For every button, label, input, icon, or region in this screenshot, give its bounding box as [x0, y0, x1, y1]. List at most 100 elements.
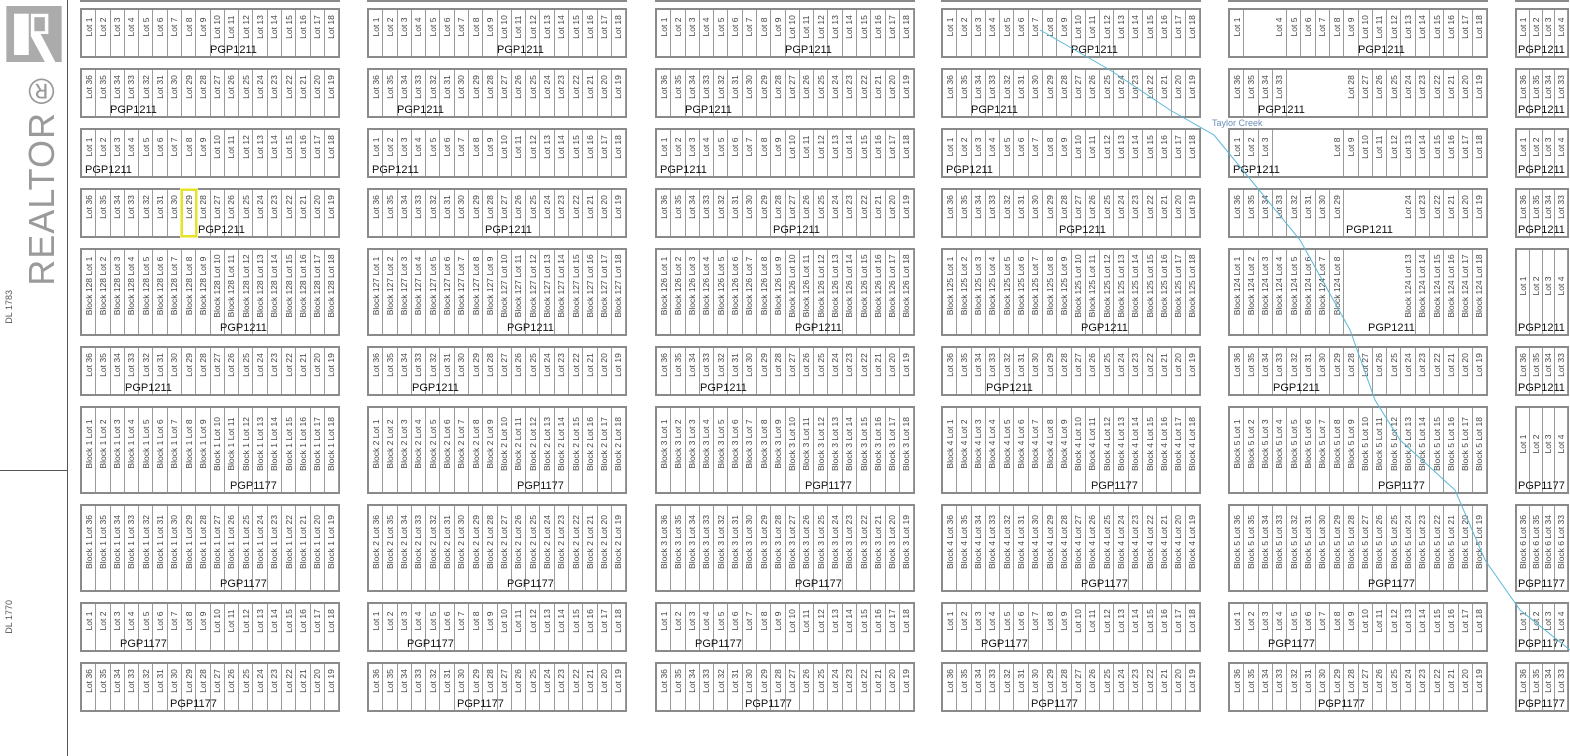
lot-parcel[interactable]: Lot 8: [1043, 604, 1058, 650]
lot-parcel[interactable]: Lot 33: [412, 664, 427, 710]
lot-parcel[interactable]: Lot 1: [657, 604, 672, 650]
lot-parcel[interactable]: Lot 4: [412, 130, 427, 176]
lot-parcel[interactable]: Lot 22: [1430, 348, 1445, 394]
lot-parcel[interactable]: Lot 20: [598, 70, 612, 116]
lot-parcel[interactable]: Lot 36: [657, 70, 672, 116]
lot-parcel[interactable]: Lot 34: [1259, 348, 1273, 394]
lot-parcel[interactable]: Lot 32: [1000, 70, 1015, 116]
lot-parcel[interactable]: Lot 15: [569, 604, 584, 650]
lot-parcel[interactable]: Block 5 Lot 29: [1330, 506, 1345, 590]
lot-parcel[interactable]: Block 124 Lot 16: [1444, 250, 1459, 334]
lot-parcel[interactable]: Lot 26: [225, 664, 240, 710]
lot-parcel[interactable]: Lot 10: [498, 130, 512, 176]
lot-parcel[interactable]: Lot 19: [900, 348, 915, 394]
lot-parcel[interactable]: Lot 13: [253, 604, 268, 650]
lot-parcel[interactable]: Lot 6: [440, 604, 455, 650]
lot-parcel[interactable]: Block 2 Lot 26: [512, 506, 527, 590]
lot-parcel[interactable]: Lot 1: [369, 130, 384, 176]
lot-parcel[interactable]: Block 4 Lot 3: [972, 408, 986, 492]
lot-parcel[interactable]: Lot 26: [1086, 70, 1101, 116]
lot-parcel[interactable]: Lot 16: [583, 130, 598, 176]
lot-parcel[interactable]: Lot 1: [943, 10, 958, 56]
lot-parcel[interactable]: Lot 27: [211, 190, 225, 236]
lot-parcel[interactable]: Lot 7: [1316, 10, 1330, 56]
lot-parcel[interactable]: Lot 8: [1330, 10, 1345, 56]
lot-parcel[interactable]: Block 2 Lot 12: [526, 408, 541, 492]
lot-parcel[interactable]: Lot 34: [398, 70, 412, 116]
lot-parcel[interactable]: Lot 29: [182, 348, 197, 394]
lot-parcel[interactable]: Lot 35: [671, 190, 686, 236]
lot-parcel[interactable]: Block 5 Lot 2: [1244, 408, 1259, 492]
lot-parcel[interactable]: Lot 19: [1473, 348, 1488, 394]
lot-parcel[interactable]: Lot 8: [182, 130, 197, 176]
lot-parcel[interactable]: Lot 23: [1416, 348, 1430, 394]
lot-parcel[interactable]: Block 1 Lot 12: [239, 408, 254, 492]
lot-parcel[interactable]: Block 2 Lot 2: [383, 408, 398, 492]
lot-parcel[interactable]: Lot 33: [125, 70, 140, 116]
lot-parcel[interactable]: Lot 31: [1014, 70, 1029, 116]
lot-parcel[interactable]: Block 3 Lot 34: [686, 506, 700, 590]
lot-parcel[interactable]: Block 1 Lot 8: [182, 408, 197, 492]
lot-parcel[interactable]: Lot 30: [168, 70, 182, 116]
lot-parcel[interactable]: Block 3 Lot 20: [886, 506, 900, 590]
lot-parcel[interactable]: Block 2 Lot 11: [512, 408, 527, 492]
lot-parcel[interactable]: Block 2 Lot 6: [440, 408, 455, 492]
lot-parcel[interactable]: Lot 15: [857, 10, 872, 56]
lot-parcel[interactable]: Block 126 Lot 10: [786, 250, 800, 334]
lot-parcel[interactable]: Block 2 Lot 25: [526, 506, 541, 590]
lot-parcel[interactable]: Block 1 Lot 31: [153, 506, 168, 590]
lot-parcel[interactable]: Lot 3: [972, 604, 986, 650]
lot-parcel[interactable]: Lot 33: [700, 70, 715, 116]
lot-parcel[interactable]: Lot 31: [153, 348, 168, 394]
lot-parcel[interactable]: Lot 35: [957, 70, 972, 116]
lot-parcel[interactable]: Lot 8: [182, 10, 197, 56]
lot-parcel[interactable]: Block 5 Lot 31: [1301, 506, 1316, 590]
lot-parcel[interactable]: Block 3 Lot 29: [757, 506, 772, 590]
lot-parcel[interactable]: Lot 2: [671, 10, 686, 56]
lot-parcel[interactable]: Lot 9: [1057, 10, 1072, 56]
lot-parcel[interactable]: Lot 36: [1230, 70, 1245, 116]
lot-parcel[interactable]: Lot 5: [714, 130, 729, 176]
lot-parcel[interactable]: Lot 29: [1043, 190, 1058, 236]
lot-parcel[interactable]: Lot 30: [168, 190, 182, 236]
lot-parcel[interactable]: Block 2 Lot 9: [483, 408, 498, 492]
lot-parcel[interactable]: Block 125 Lot 9: [1057, 250, 1072, 334]
lot-parcel[interactable]: Block 127 Lot 3: [398, 250, 412, 334]
lot-parcel[interactable]: Block 126 Lot 4: [700, 250, 715, 334]
lot-parcel[interactable]: Lot 6: [440, 130, 455, 176]
lot-parcel[interactable]: Block 128 Lot 14: [268, 250, 282, 334]
lot-parcel[interactable]: Lot 12: [814, 10, 829, 56]
lot-parcel[interactable]: Lot 1: [82, 10, 97, 56]
lot-parcel[interactable]: Lot 8: [1043, 130, 1058, 176]
lot-parcel[interactable]: Lot 13: [1401, 130, 1416, 176]
lot-parcel[interactable]: Lot 8: [1330, 604, 1345, 650]
lot-parcel[interactable]: Lot 20: [1459, 664, 1473, 710]
lot-parcel[interactable]: Lot 14: [843, 604, 857, 650]
lot-parcel[interactable]: Lot 28: [1344, 664, 1359, 710]
lot-parcel[interactable]: Lot 27: [498, 190, 512, 236]
lot-parcel[interactable]: Block 126 Lot 8: [757, 250, 772, 334]
lot-parcel[interactable]: Lot 1: [1230, 10, 1245, 56]
lot-parcel[interactable]: Lot 28: [1057, 348, 1072, 394]
lot-parcel[interactable]: Lot 14: [1416, 604, 1430, 650]
lot-parcel[interactable]: Block 4 Lot 33: [986, 506, 1001, 590]
lot-parcel[interactable]: Lot 35: [1244, 664, 1259, 710]
lot-parcel[interactable]: Block 1 Lot 16: [296, 408, 311, 492]
lot-parcel[interactable]: Lot 31: [440, 70, 455, 116]
lot-parcel[interactable]: Lot 28: [483, 348, 498, 394]
lot-parcel[interactable]: Block 127 Lot 13: [540, 250, 555, 334]
lot-parcel[interactable]: Lot 24: [828, 664, 843, 710]
lot-parcel[interactable]: Lot 33: [1273, 664, 1288, 710]
lot-parcel[interactable]: Lot 29: [1330, 664, 1345, 710]
lot-parcel[interactable]: Block 3 Lot 13: [828, 408, 843, 492]
lot-parcel[interactable]: Lot 20: [1459, 348, 1473, 394]
lot-parcel[interactable]: Lot 24: [1114, 190, 1129, 236]
lot-parcel[interactable]: Lot 34: [686, 70, 700, 116]
lot-parcel[interactable]: Block 3 Lot 33: [700, 506, 715, 590]
lot-parcel[interactable]: Lot 24: [253, 664, 268, 710]
lot-parcel[interactable]: Lot 18: [325, 130, 340, 176]
lot-parcel[interactable]: Block 126 Lot 13: [828, 250, 843, 334]
lot-parcel[interactable]: Lot 21: [871, 190, 886, 236]
lot-parcel[interactable]: Lot 11: [512, 10, 527, 56]
lot-parcel[interactable]: Lot 16: [871, 604, 886, 650]
